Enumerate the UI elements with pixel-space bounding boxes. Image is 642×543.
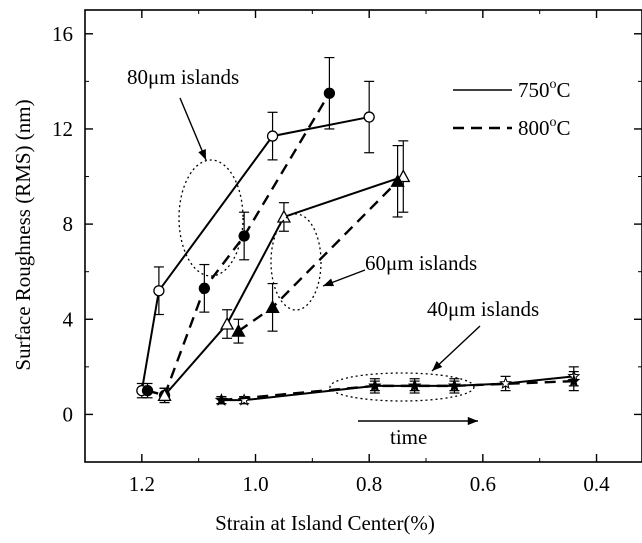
- data-point: [198, 282, 211, 294]
- series-line: [163, 175, 404, 397]
- data-point: [499, 376, 513, 389]
- data-point: [363, 111, 375, 123]
- series-line: [140, 116, 370, 391]
- ellipse-60um: [270, 213, 322, 311]
- series-0: [136, 80, 375, 399]
- y-tick-label: 0: [63, 402, 74, 426]
- data-point: [266, 130, 279, 142]
- y-tick-label: 12: [52, 117, 73, 141]
- series-2: [157, 140, 411, 404]
- series-1: [141, 56, 336, 404]
- series-line: [147, 92, 331, 397]
- x-tick-label: 0.6: [470, 472, 496, 496]
- x-tick-label: 0.4: [583, 472, 610, 496]
- arrow-time-head: [467, 416, 478, 426]
- data-point: [447, 379, 462, 392]
- annotation-layer: [178, 97, 481, 426]
- y-tick-label: 4: [63, 307, 74, 331]
- annotation-60um: 60μm islands: [365, 251, 477, 275]
- x-tick-label: 1.0: [242, 472, 268, 496]
- legend: 750oC 800oC: [453, 77, 571, 140]
- series-line: [221, 379, 574, 402]
- series-5: [214, 371, 581, 406]
- data-point: [141, 384, 154, 397]
- plot-frame: [84, 9, 642, 463]
- arrow-40um: [431, 325, 481, 372]
- data-point: [153, 285, 165, 297]
- axis-layer: 1.2 1.0 0.8 0.6 0.4 0 4 8 12 16: [52, 10, 642, 496]
- data-point: [567, 374, 581, 387]
- ellipse-40um: [329, 372, 475, 402]
- arrow-80um: [179, 97, 207, 161]
- data-point: [265, 300, 280, 314]
- y-axis-title: Surface Roughness (RMS) (nm): [11, 99, 35, 370]
- series-3: [231, 145, 405, 344]
- arrow-60um-head: [323, 278, 334, 287]
- arrow-40um-head: [432, 361, 443, 371]
- series-line: [221, 375, 574, 402]
- data-point: [396, 169, 411, 183]
- y-tick-label: 8: [63, 212, 74, 236]
- annotation-40um: 40μm islands: [427, 297, 539, 321]
- legend-label-750: 750oC: [518, 77, 571, 102]
- data-point: [408, 379, 422, 392]
- data-layer: [136, 56, 581, 406]
- arrow-80um-head: [198, 149, 206, 160]
- annotation-time: time: [390, 425, 427, 449]
- data-point: [368, 379, 382, 392]
- data-point: [214, 393, 228, 406]
- x-tick-label: 1.2: [129, 472, 155, 496]
- y-tick-label: 16: [52, 22, 73, 46]
- data-point: [390, 173, 405, 187]
- data-point: [157, 388, 172, 402]
- ellipse-80um: [178, 159, 244, 277]
- annotation-80um: 80μm islands: [127, 65, 239, 89]
- legend-label-800: 800oC: [518, 115, 571, 140]
- x-tick-label: 0.8: [356, 472, 382, 496]
- data-point: [231, 323, 246, 337]
- data-point: [323, 87, 336, 99]
- x-axis-title: Strain at Island Center(%): [215, 511, 435, 535]
- data-point: [219, 316, 235, 330]
